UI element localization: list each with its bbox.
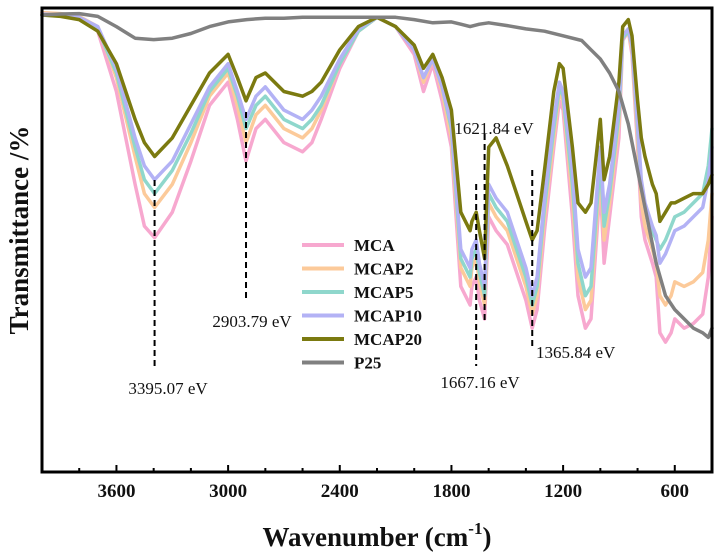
x-tick-label: 3600 — [97, 481, 135, 502]
annotation-layer: 3395.07 eV 2903.79 eV 1667.16 eV 1621.84 eV… — [128, 112, 616, 398]
x-tick-label: 2400 — [321, 481, 359, 502]
annotation-label: 2903.79 eV — [212, 312, 292, 331]
x-tick-label: 1800 — [432, 481, 470, 502]
annotation-label: 1621.84 eV — [454, 119, 534, 138]
annotation-label: 1667.16 eV — [440, 373, 520, 392]
x-tick-label: 600 — [661, 481, 690, 502]
x-axis-title-end: ) — [482, 522, 491, 552]
series-layer — [40, 10, 714, 344]
legend-label: MCAP10 — [354, 307, 422, 326]
x-axis-title-superscript: -1 — [468, 519, 482, 538]
annotation-label: 3395.07 eV — [128, 379, 208, 398]
x-axis-title-main: Wavenumber (cm — [263, 522, 469, 552]
legend-label: P25 — [354, 354, 381, 373]
series-line-mcap20 — [40, 13, 714, 261]
legend: MCA MCAP2 MCAP5 MCAP10 MCAP20 P25 — [302, 236, 422, 373]
legend-label: MCAP20 — [354, 330, 422, 349]
legend-label: MCA — [354, 236, 395, 255]
series-line-p25 — [40, 11, 714, 340]
legend-label: MCAP2 — [354, 260, 413, 279]
annotation-label: 1365.84 eV — [536, 343, 616, 362]
legend-label: MCAP5 — [354, 283, 413, 302]
x-tick-label: 3000 — [209, 481, 247, 502]
y-axis-title: Transmittance /% — [4, 126, 34, 335]
x-tick-label: 1200 — [544, 481, 582, 502]
x-axis-ticks: 3600 3000 2400 1800 1200 600 — [78, 465, 713, 502]
x-axis-title: Wavenumber (cm-1) — [263, 519, 492, 552]
